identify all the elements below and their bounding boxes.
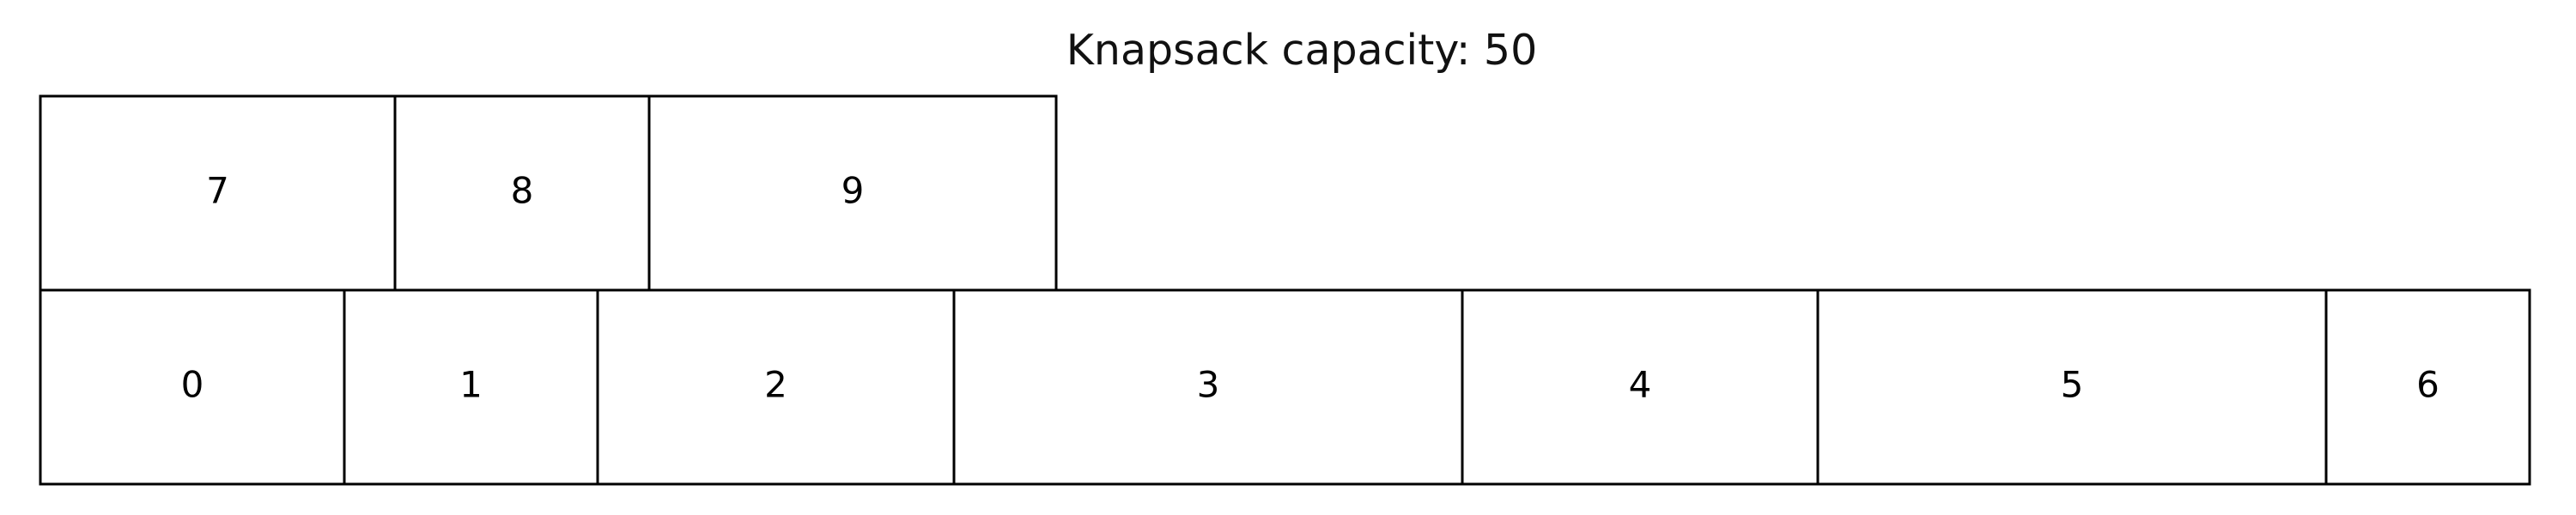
item-label: 7 [206,170,229,212]
item-label: 5 [2061,364,2084,406]
item-label: 3 [1197,364,1220,406]
item-box-8: 8 [393,94,651,292]
diagram-title: Knapsack capacity: 50 [1066,26,1538,75]
item-rect [952,288,1464,486]
item-box-0: 0 [39,288,346,486]
item-box-4: 4 [1461,288,1820,486]
item-label: 2 [764,364,787,406]
item-rect [393,94,651,292]
item-rect [596,288,956,486]
item-box-9: 9 [647,94,1058,292]
item-label: 6 [2416,364,2439,406]
item-label: 9 [841,170,865,212]
item-label: 1 [459,364,483,406]
item-rect [647,94,1058,292]
item-rect [39,288,346,486]
item-label: 8 [511,170,534,212]
item-box-5: 5 [1816,288,2328,486]
item-box-2: 2 [596,288,956,486]
item-box-6: 6 [2324,288,2531,486]
item-box-3: 3 [952,288,1464,486]
item-box-7: 7 [39,94,397,292]
item-box-1: 1 [343,288,599,486]
item-rect [1816,288,2328,486]
item-rect [39,94,397,292]
item-rect [1461,288,1820,486]
item-label: 4 [1629,364,1652,406]
item-rect [2324,288,2531,486]
item-label: 0 [181,364,204,406]
